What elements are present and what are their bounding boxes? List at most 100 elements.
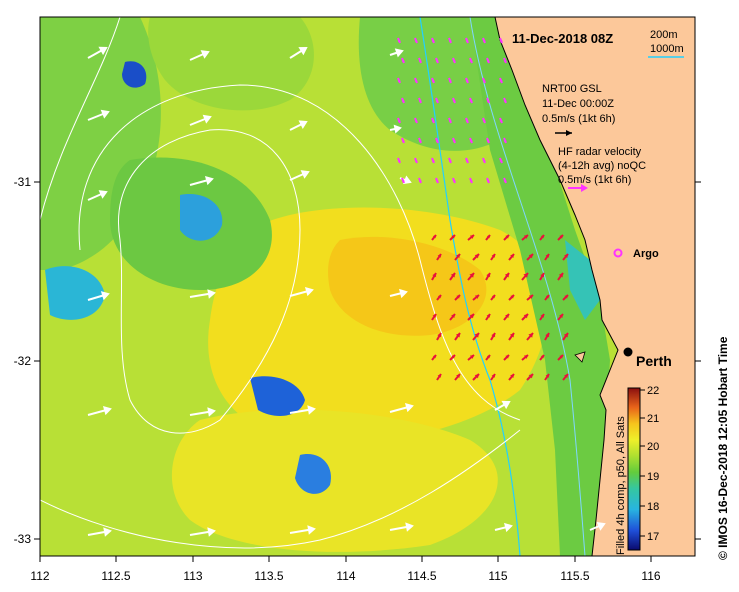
gsl-arrow [389,402,414,413]
radar-arrow-red [454,294,461,301]
gsl-arrow [289,170,310,181]
radar-arrow-red [454,332,461,341]
radar-arrow [448,37,452,44]
gsl-arrow [389,522,414,532]
radar-arrow [414,117,418,124]
radar-arrow [401,177,405,184]
radar-arrow [418,57,422,64]
radar-arrow [486,137,490,144]
cold-spot-south [250,376,305,416]
radar-arrow-red [454,253,461,261]
radar-arrow [499,77,503,84]
radar-arrow [418,97,422,104]
radar-arrow [414,77,418,84]
radar-arrow-red [472,373,480,381]
radar-arrow [469,97,473,104]
gsl-legend-line2: 11-Dec 00:00Z [542,98,614,110]
gsl-arrow [289,120,308,131]
gsl-arrow [389,288,408,299]
radar-arrow [431,117,435,124]
radar-arrow-red [485,272,491,281]
radar-arrow-red [490,294,496,301]
radar-arrow-red [436,253,442,261]
lat-tick-label: -33 [14,532,32,546]
gsl-arrow [189,175,214,186]
lon-tick-label: 113.5 [254,569,283,583]
radar-arrow-red [503,272,510,281]
radar-arrow [503,57,507,64]
radar-arrow-red [557,234,564,241]
colorbar-label: Filled 4h comp, p50, All Sats [615,416,627,555]
perth-marker [623,347,633,357]
gsl-arrow-field [87,46,606,537]
gsl-arrow [389,124,402,134]
radar-arrow [452,137,456,144]
lat-tick-label: -31 [14,175,32,189]
gsl-legend-line3: 0.5m/s (1kt 6h) [542,113,615,125]
radar-arrow [397,117,401,124]
radar-arrow-red [503,234,510,241]
gsl-arrow [289,46,308,59]
radar-arrow-red [472,253,480,261]
radar-arrow-red [557,354,564,361]
colorbar-tick-label: 21 [647,413,659,425]
radar-arrow [431,37,435,44]
radar-arrow-red [539,234,545,241]
radar-arrow-red [562,332,569,341]
shelf-water [470,17,610,556]
colorbar [627,387,641,551]
gsl-arrow [87,46,108,59]
radar-arrow [397,77,401,84]
radar-arrow [486,57,490,64]
radar-arrow-red [508,332,515,341]
radar-arrow-red [557,272,564,281]
radar-arrow [431,77,435,84]
argo-float-marker [613,248,623,258]
radar-legend-line2: (4-12h avg) noQC [558,160,646,172]
radar-arrow [465,117,469,124]
lon-tick-label: 115.5 [560,569,589,583]
cold-coastal-patch [565,240,600,320]
radar-arrow [452,177,456,184]
cool-water-north [358,17,500,151]
radar-arrow [435,177,439,184]
radar-arrow [503,137,507,144]
gsl-arrow [87,405,112,416]
radar-arrow-red [521,313,529,321]
radar-arrow-red [490,253,496,261]
lon-tick-label: 114.5 [407,569,436,583]
gsl-arrow [87,190,108,201]
radar-arrow [503,177,507,184]
radar-arrow-red [521,354,529,361]
radar-arrow-field [397,37,569,381]
radar-arrow-red [508,373,515,381]
cold-spot-central [180,194,223,241]
gsl-arrow [289,286,314,297]
radar-arrow-red [431,354,437,361]
radar-arrow-red [431,272,437,281]
radar-arrow [435,137,439,144]
radar-arrow-red [490,373,496,381]
radar-arrow [448,77,452,84]
gsl-arrow [289,525,316,535]
gsl-arrow [189,289,216,299]
radar-arrow-red [436,373,442,381]
sea-level-contour-mid [78,84,521,421]
radar-legend-line3: 0.5m/s (1kt 6h) [558,174,631,186]
sea-level-contour-south [40,429,521,549]
radar-arrow-red [562,294,569,301]
radar-arrow-red [539,313,545,321]
radar-arrow-red [436,332,442,341]
lon-tick-label: 115 [488,569,507,583]
radar-arrow [418,137,422,144]
radar-arrow-red [544,373,550,381]
radar-arrow-red [467,272,475,281]
radar-arrow [448,157,452,164]
gsl-arrow [494,522,513,533]
radar-arrow-red [485,234,491,241]
sea-level-contour-west [40,17,121,221]
radar-arrow [486,97,490,104]
lon-tick-label: 112 [30,569,49,583]
radar-arrow-red [431,313,437,321]
